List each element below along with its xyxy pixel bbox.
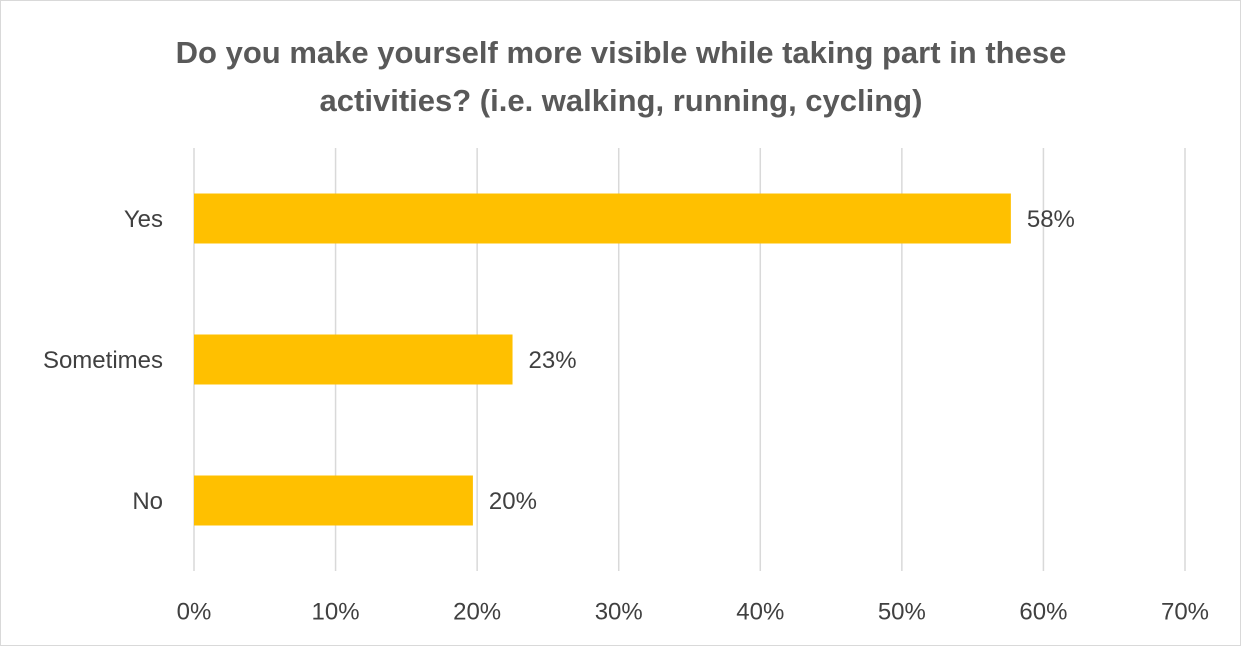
data-label: 58% bbox=[1027, 206, 1075, 233]
data-label: 20% bbox=[489, 488, 537, 515]
x-tick-label: 50% bbox=[878, 598, 926, 625]
x-tick-label: 70% bbox=[1161, 598, 1209, 625]
x-tick-label: 40% bbox=[736, 598, 784, 625]
y-tick-label: Sometimes bbox=[43, 347, 163, 374]
bar bbox=[194, 334, 513, 385]
x-tick-label: 0% bbox=[177, 598, 212, 625]
y-tick-label: Yes bbox=[124, 206, 163, 233]
x-tick-label: 10% bbox=[312, 598, 360, 625]
bar bbox=[194, 475, 473, 526]
x-tick-label: 30% bbox=[595, 598, 643, 625]
data-label: 23% bbox=[529, 347, 577, 374]
x-tick-label: 20% bbox=[453, 598, 501, 625]
y-tick-label: No bbox=[132, 488, 163, 515]
chart-title: Do you make yourself more visible while … bbox=[175, 35, 1067, 118]
x-tick-label: 60% bbox=[1019, 598, 1067, 625]
bar bbox=[194, 193, 1011, 244]
